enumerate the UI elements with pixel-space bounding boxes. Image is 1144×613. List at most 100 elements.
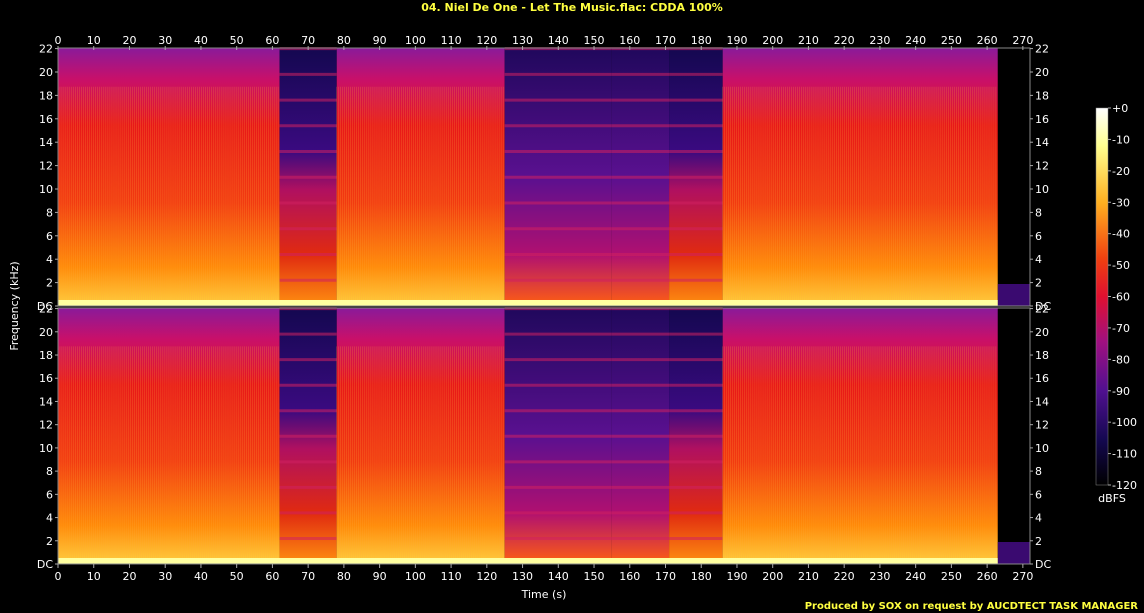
y-tick-label-right: 6: [1035, 230, 1042, 243]
y-tick-label-left: 4: [46, 512, 53, 525]
x-tick-label-bottom: 160: [619, 570, 640, 583]
x-tick-label-top: 100: [405, 34, 426, 47]
y-tick-label-right: 2: [1035, 277, 1042, 290]
y-tick-label-right: 2: [1035, 535, 1042, 548]
y-tick-label-right: 6: [1035, 488, 1042, 501]
segment-loud: [722, 48, 998, 306]
panel-border: [57, 47, 1031, 307]
x-tick-label-bottom: 240: [905, 570, 926, 583]
x-tick-label-top: 10: [87, 34, 101, 47]
colorbar-tick-label: -80: [1112, 353, 1130, 366]
x-tick-label-top: 90: [373, 34, 387, 47]
x-tick-label-top: 270: [1012, 34, 1033, 47]
x-tick-label-bottom: 210: [798, 570, 819, 583]
y-tick-label-left: 4: [46, 253, 53, 266]
x-tick-label-top: 140: [548, 34, 569, 47]
segment-loud: [722, 308, 998, 564]
y-tick-label-left: 18: [39, 89, 53, 102]
y-tick-label-right: 20: [1035, 66, 1049, 79]
y-tick-label-right: 12: [1035, 160, 1049, 173]
x-tick-label-bottom: 20: [122, 570, 136, 583]
x-tick-label-bottom: 150: [584, 570, 605, 583]
x-tick-label-bottom: 250: [941, 570, 962, 583]
x-tick-label-top: 30: [158, 34, 172, 47]
segment-silence: [997, 308, 1030, 564]
y-tick-label-right: DC: [1035, 558, 1051, 571]
x-tick-label-bottom: 180: [691, 570, 712, 583]
colorbar-tick-label: -100: [1112, 416, 1137, 429]
x-tick-label-top: 20: [122, 34, 136, 47]
x-tick-label-top: 130: [512, 34, 533, 47]
y-tick-label-left: 14: [39, 395, 53, 408]
x-tick-label-bottom: 190: [726, 570, 747, 583]
x-tick-label-bottom: 220: [834, 570, 855, 583]
x-tick-label-bottom: 270: [1012, 570, 1033, 583]
y-tick-label-right: 12: [1035, 419, 1049, 432]
y-tick-label-left: 20: [39, 66, 53, 79]
y-tick-label-right: DC: [1035, 300, 1051, 313]
channel-1-panel: [57, 47, 1031, 307]
x-tick-label-top: 190: [726, 34, 747, 47]
colorbar-label: dBFS: [1098, 492, 1126, 505]
y-tick-label-left: 8: [46, 206, 53, 219]
y-tick-label-left: 16: [39, 372, 53, 385]
y-tick-label-right: 20: [1035, 326, 1049, 339]
y-tick-label-right: 14: [1035, 136, 1049, 149]
x-tick-label-bottom: 90: [373, 570, 387, 583]
x-tick-label-top: 200: [762, 34, 783, 47]
footer-credit: Produced by SOX on request by AUCDTECT T…: [804, 601, 1138, 612]
colorbar: [1095, 107, 1109, 486]
x-tick-label-bottom: 170: [655, 570, 676, 583]
segment-loud: [58, 48, 280, 306]
x-tick-label-bottom: 80: [337, 570, 351, 583]
y-tick-label-left: 22: [39, 303, 53, 316]
x-tick-label-bottom: 130: [512, 570, 533, 583]
y-tick-label-left: 10: [39, 183, 53, 196]
x-tick-label-top: 160: [619, 34, 640, 47]
y-tick-label-right: 18: [1035, 89, 1049, 102]
x-tick-label-top: 260: [977, 34, 998, 47]
y-tick-label-right: 14: [1035, 395, 1049, 408]
x-tick-label-top: 170: [655, 34, 676, 47]
tail-residual: [997, 542, 1030, 564]
y-tick-label-right: 10: [1035, 442, 1049, 455]
y-tick-label-right: 4: [1035, 512, 1042, 525]
tail-residual: [997, 284, 1030, 306]
x-tick-label-bottom: 200: [762, 570, 783, 583]
segment-silence: [997, 48, 1030, 306]
x-tick-label-top: 80: [337, 34, 351, 47]
y-tick-label-left: 6: [46, 230, 53, 243]
y-tick-label-right: 22: [1035, 303, 1049, 316]
x-tick-label-bottom: 110: [441, 570, 462, 583]
x-tick-label-top: 120: [476, 34, 497, 47]
chart-title: 04. Niel De One - Let The Music.flac: CD…: [421, 1, 723, 14]
colorbar-tick-label: -90: [1112, 385, 1130, 398]
y-tick-label-right: 8: [1035, 206, 1042, 219]
y-tick-label-left: 20: [39, 326, 53, 339]
colorbar-tick-label: -60: [1112, 291, 1130, 304]
x-tick-label-bottom: 230: [869, 570, 890, 583]
y-tick-label-right: 10: [1035, 183, 1049, 196]
y-tick-label-right: 8: [1035, 465, 1042, 478]
segment-loud: [58, 308, 280, 564]
y-tick-label-left: 12: [39, 160, 53, 173]
channel-2-panel: [57, 307, 1031, 565]
y-tick-label-left: 12: [39, 419, 53, 432]
colorbar-tick-label: -110: [1112, 448, 1137, 461]
x-tick-label-bottom: 100: [405, 570, 426, 583]
y-tick-label-right: 18: [1035, 349, 1049, 362]
y-tick-label-left: 16: [39, 113, 53, 126]
y-tick-label-left: 6: [46, 488, 53, 501]
segment-loud: [336, 48, 505, 306]
panel-border: [57, 307, 1031, 565]
x-tick-label-top: 180: [691, 34, 712, 47]
y-tick-label-left: 10: [39, 442, 53, 455]
x-tick-label-bottom: 40: [194, 570, 208, 583]
y-tick-label-right: 16: [1035, 113, 1049, 126]
colorbar-tick-label: -120: [1112, 479, 1137, 492]
y-tick-label-left: 2: [46, 277, 53, 290]
low-frequency-band: [58, 300, 998, 306]
colorbar-tick-label: -30: [1112, 196, 1130, 209]
x-tick-label-bottom: 50: [230, 570, 244, 583]
